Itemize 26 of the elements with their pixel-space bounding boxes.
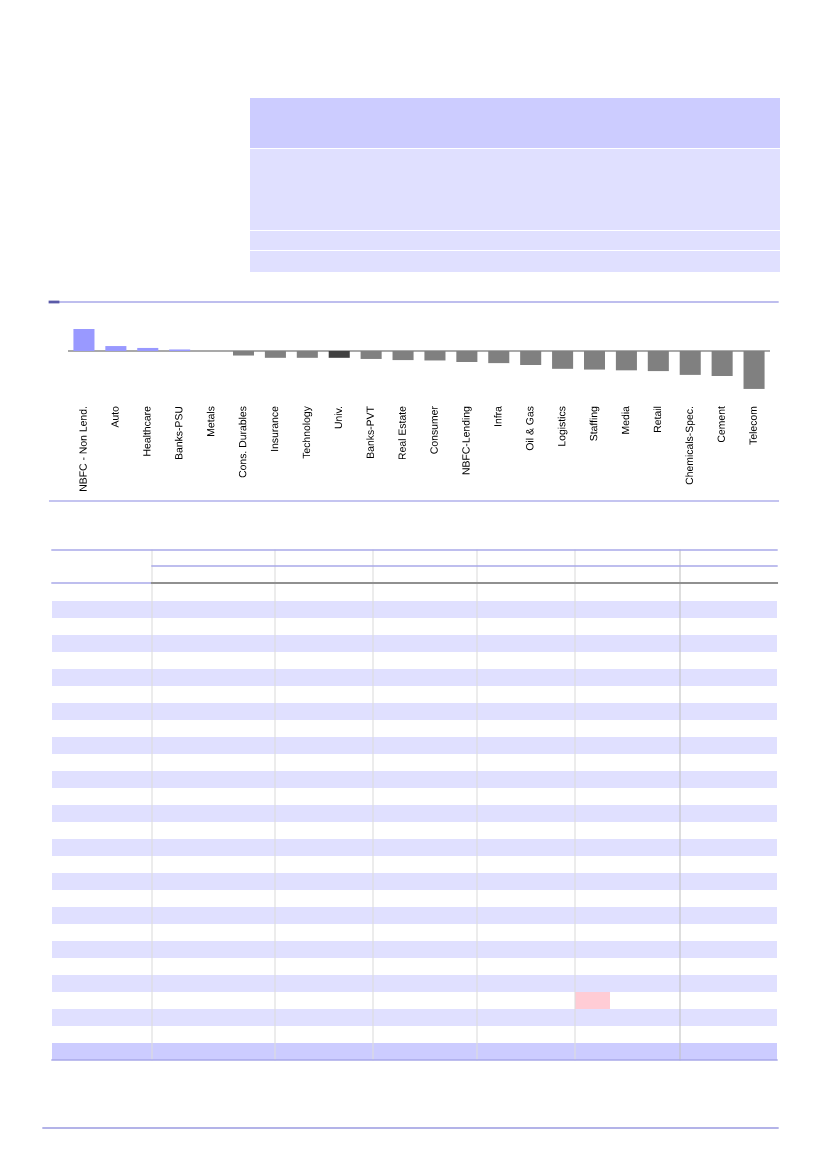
bar [137,347,159,351]
bar [73,328,95,351]
x-tick-label: Media [621,406,630,434]
x-tick-label: Cons. Durables [238,406,247,478]
x-tick-label: Consumer [430,406,438,454]
x-tick-label: Cement [717,406,725,443]
x-tick-label: Banks-PVT [366,406,374,458]
x-tick-label: Technology [302,406,313,459]
x-tick-label: Telecom [749,406,757,445]
x-tick-label: Chemicals-Spec. [685,407,696,485]
x-tick-label: Oil & Gas [525,406,534,451]
bar [105,346,127,351]
x-tick-label: Staffing [589,406,600,441]
x-tick-label: NBFC-Lending [462,406,472,475]
x-tick-label: Auto [111,406,119,428]
x-tick-label: Banks-PSU [174,406,183,460]
x-tick-label: Metals [206,406,215,436]
x-tick-label: Insurance [270,406,279,451]
bar [328,350,350,358]
x-tick-label: Logistics [557,406,568,446]
x-tick-label: Healthcare [142,406,151,456]
x-tick-label: Univ. [334,407,343,429]
x-tick-label: Infra [493,406,502,426]
x-tick-label: Real Estate [398,406,406,460]
x-tick-label: Retail [653,406,662,432]
x-tick-label: NBFC - Non Lend. [79,407,87,491]
